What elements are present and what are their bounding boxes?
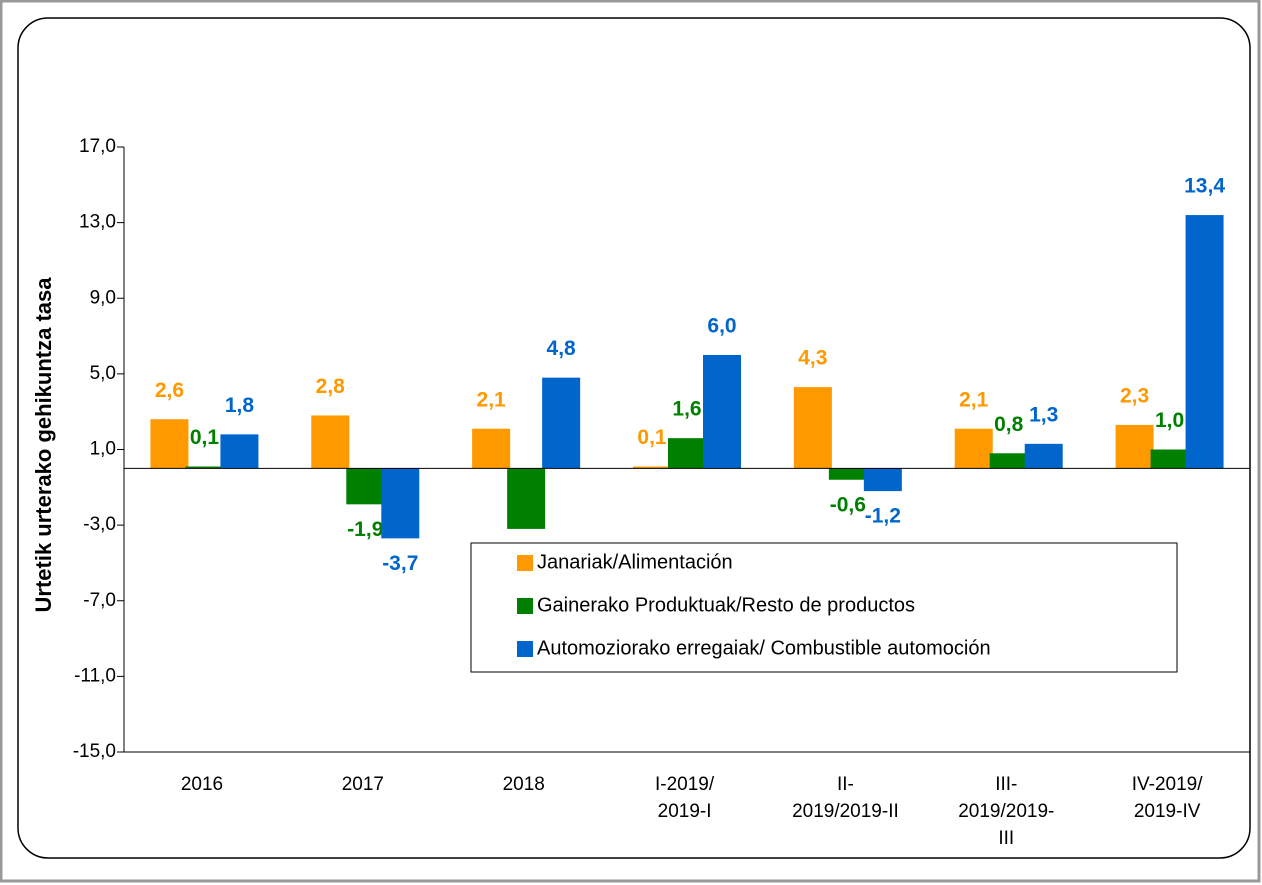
data-label: 1,0	[1155, 409, 1184, 432]
data-label: 2,6	[155, 379, 184, 402]
bar	[507, 468, 546, 529]
bar	[185, 466, 224, 469]
x-tick-label: 2018	[502, 774, 545, 795]
bar	[668, 438, 706, 469]
x-tick-label: II- 2019/2019-II	[792, 774, 899, 822]
data-label: 13,4	[1184, 175, 1225, 198]
bar	[793, 387, 832, 469]
bar	[1185, 215, 1224, 469]
bar	[311, 415, 350, 469]
y-tick-label: 1,0	[90, 439, 116, 460]
x-tick-label: IV-2019/ 2019-IV	[1131, 774, 1203, 822]
data-label: 2,8	[316, 375, 346, 398]
bar	[346, 468, 385, 505]
data-label: 1,3	[1029, 403, 1058, 426]
x-tick-label: 2016	[180, 774, 224, 795]
legend-swatch	[517, 555, 533, 571]
legend-label: Automoziorako erregaiak/ Combustible aut…	[537, 637, 991, 659]
legend-label: Janariak/Alimentación	[537, 551, 733, 573]
y-tick-label: -7,0	[83, 590, 116, 611]
bar	[828, 468, 867, 480]
data-label: -1,2	[865, 505, 901, 528]
bar	[1115, 424, 1154, 469]
bar	[633, 466, 671, 469]
data-label: 0,1	[190, 426, 220, 449]
bar	[954, 428, 993, 469]
data-label: 2,1	[477, 388, 507, 411]
x-tick-label: 2017	[341, 774, 384, 795]
y-tick-label: 13,0	[79, 212, 116, 233]
data-label: -3,7	[382, 552, 418, 575]
legend-label: Gainerako Produktuak/Resto de productos	[537, 594, 915, 616]
data-label: 4,3	[798, 347, 827, 370]
data-label: 1,6	[672, 398, 701, 421]
y-tick-label: 9,0	[90, 287, 116, 308]
bar	[150, 419, 189, 469]
data-label: 1,8	[225, 394, 255, 417]
data-label: 2,1	[959, 388, 989, 411]
y-tick-label: -11,0	[74, 665, 116, 686]
bar	[220, 434, 259, 469]
x-tick-label: I-2019/ 2019-I	[654, 774, 715, 822]
y-tick-label: -3,0	[83, 514, 116, 535]
bar	[863, 468, 902, 492]
bar	[381, 468, 420, 539]
data-label: 0,8	[994, 413, 1024, 436]
data-label: -1,9	[347, 518, 383, 541]
data-label: -0,6	[830, 493, 866, 516]
legend-swatch	[517, 641, 533, 657]
bar	[989, 453, 1028, 469]
data-label: 6,0	[707, 315, 736, 338]
legend-box	[470, 542, 1178, 673]
x-tick-label: III- 2019/2019- III	[958, 774, 1055, 849]
y-tick-label: -15,0	[73, 741, 116, 762]
bar	[1150, 449, 1189, 469]
bar	[703, 354, 741, 469]
data-label: 4,8	[547, 337, 577, 360]
data-label: 0,1	[637, 426, 667, 449]
bar	[472, 428, 511, 469]
bar	[542, 377, 581, 469]
legend-swatch	[517, 598, 533, 614]
y-tick-label: 17,0	[79, 136, 116, 157]
data-label: 2,3	[1120, 384, 1149, 407]
y-tick-label: 5,0	[90, 363, 116, 384]
bar	[1024, 443, 1063, 469]
y-axis-title: Urtetik urterako gehikuntza tasa	[31, 277, 56, 613]
